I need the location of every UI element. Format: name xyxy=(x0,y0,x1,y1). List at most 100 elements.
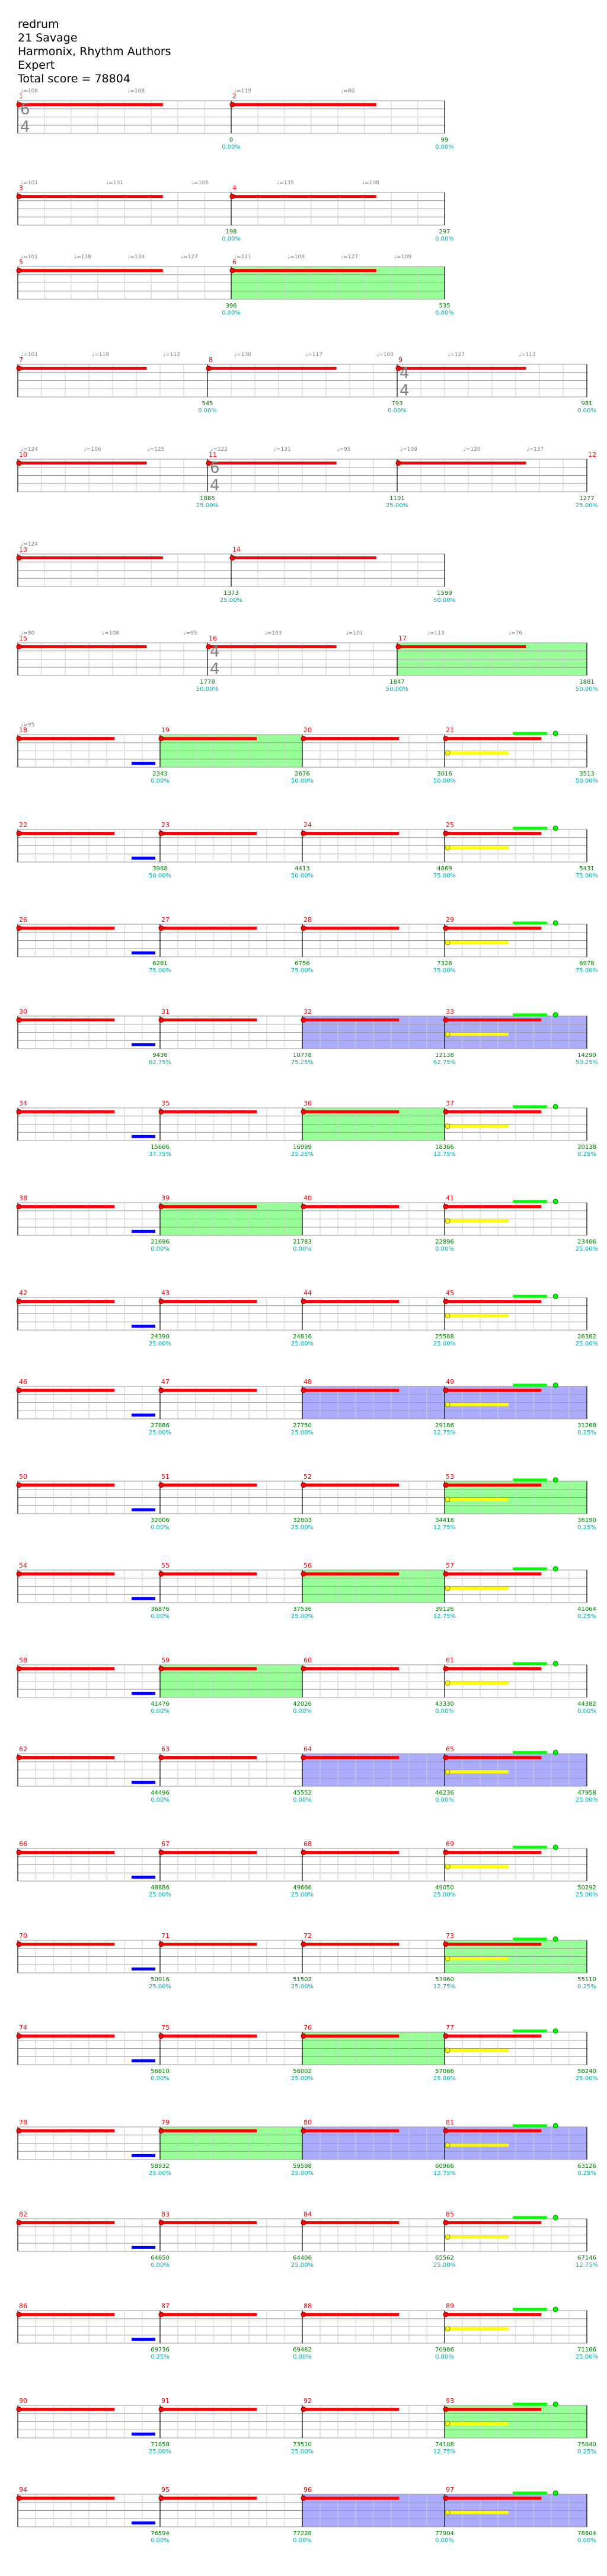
measure-number: 71 xyxy=(161,1932,170,1940)
measure-score: 18366 xyxy=(435,1144,454,1151)
red-note xyxy=(229,555,235,561)
song-charter: Harmonix, Rhythm Authors xyxy=(18,45,171,58)
measure-score: 42026 xyxy=(293,1701,312,1707)
measure-score: 37536 xyxy=(293,1606,312,1613)
row-group: 62 63444960.00%64455520.00%65462360.00%47… xyxy=(16,1745,598,1803)
row-group: ♩=101 ♩=138 ♩=134 ♩=127 ♩=121 ♩=108 ♩=127 ♩=109… xyxy=(16,254,454,316)
measure-score: 55110 xyxy=(577,1976,596,1983)
red-note xyxy=(443,1941,449,1947)
overdrive-percent: 0.00% xyxy=(198,408,217,414)
green-note xyxy=(552,1750,558,1755)
tempo-marker: ♩=119 xyxy=(234,88,251,94)
overdrive-percent: 0.25% xyxy=(577,1613,596,1620)
green-note xyxy=(552,2028,558,2034)
overdrive-percent: 25.25% xyxy=(291,1151,314,1158)
measure-number: 7 xyxy=(19,356,23,364)
red-note xyxy=(443,1109,449,1115)
measure-number: 23 xyxy=(161,821,170,829)
yellow-note xyxy=(445,845,451,851)
path-row-15: 46 47 27886 25.00% 48 27750 25.00% 49 29186 12.75… xyxy=(0,1363,607,1436)
red-note xyxy=(16,460,22,466)
measure-number: 83 xyxy=(161,2210,170,2218)
overdrive-percent: 75.00% xyxy=(291,967,314,974)
song-header: redrum 21 Savage Harmonix, Rhythm Author… xyxy=(18,18,171,86)
yellow-note xyxy=(445,1769,451,1775)
measure-score: 32006 xyxy=(151,1517,170,1524)
red-note xyxy=(443,1482,449,1488)
tempo-marker: ♩=95 xyxy=(183,630,197,636)
red-note xyxy=(443,831,449,837)
measure-number: 77 xyxy=(446,2024,454,2032)
row-group: 26 27628175.00%28675675.00%29732675.00%69… xyxy=(16,916,598,974)
overdrive-percent: 0.25% xyxy=(577,2449,596,2455)
measure-number: 42 xyxy=(19,1289,27,1297)
overdrive-percent: 75.25% xyxy=(291,1059,314,1066)
red-note xyxy=(443,1850,449,1856)
tempo-marker: ♩=108 xyxy=(21,88,38,94)
green-note xyxy=(552,1199,558,1204)
red-note xyxy=(158,831,164,837)
red-note xyxy=(229,102,235,108)
red-note xyxy=(443,2312,449,2318)
row-svg: 42 432439025.00%442481625.00%452558825.00… xyxy=(16,1289,598,1347)
path-row-22: 74 75 56810 0.00% 76 56002 25.00% 77 57066 25.00%… xyxy=(0,2008,607,2082)
green-note xyxy=(552,1661,558,1667)
measure-number: 66 xyxy=(19,1840,27,1848)
overdrive-percent: 25.00% xyxy=(149,1430,171,1436)
overdrive-percent: 0.00% xyxy=(435,236,454,242)
measure-number: 82 xyxy=(19,2210,27,2218)
measure-number: 32 xyxy=(304,1008,312,1015)
path-row-4: ♩=101 ♩=119 ♩=112 ♩=130 ♩=117 ♩=100 ♩=127 ♩=112… xyxy=(0,341,607,414)
measure-score: 27750 xyxy=(293,1422,312,1429)
measure-number: 84 xyxy=(304,2210,312,2218)
overdrive-percent: 25.00% xyxy=(291,1524,314,1531)
measure-score: 77904 xyxy=(435,2530,454,2537)
path-row-10: 26 27 6281 75.00% 28 6756 75.00% 29 7326 75.00% 69… xyxy=(0,901,607,974)
red-note xyxy=(158,1666,164,1672)
red-note xyxy=(301,2495,306,2501)
tempo-marker: ♩=138 xyxy=(74,254,91,260)
tempo-marker: ♩=127 xyxy=(181,254,198,260)
red-note xyxy=(301,1850,306,1856)
measure-score: 297 xyxy=(439,229,450,235)
tempo-marker: ♩=124 xyxy=(21,542,38,547)
red-note xyxy=(16,1571,22,1577)
row-svg: 70 715001625.00%725150225.00%735396012.75… xyxy=(16,1932,596,1990)
tempo-marker: ♩=101 xyxy=(21,352,38,358)
tempo-marker: ♩=112 xyxy=(163,352,180,358)
measure-score: 15666 xyxy=(151,1144,170,1151)
red-note xyxy=(301,2128,306,2134)
yellow-note xyxy=(445,1218,451,1224)
red-note xyxy=(16,831,22,837)
measure-score: 20138 xyxy=(577,1144,596,1151)
path-row-27: 94 95 76594 0.00% 96 77228 0.00% 97 77904 0.00% 78… xyxy=(0,2471,607,2544)
overdrive-percent: 0.00% xyxy=(151,1797,170,1803)
red-note xyxy=(301,2033,306,2039)
green-note xyxy=(552,1012,558,1018)
red-note xyxy=(206,460,212,466)
measure-number: 48 xyxy=(304,1378,312,1386)
overdrive-percent: 0.00% xyxy=(293,1246,312,1252)
measure-number: 67 xyxy=(161,1840,170,1848)
path-row-26: 90 91 71858 25.00% 92 73510 25.00% 93 74108 12.75… xyxy=(0,2382,607,2455)
overdrive-percent: 25.00% xyxy=(433,2262,456,2269)
tempo-marker: ♩=137 xyxy=(526,447,544,453)
measure-number: 26 xyxy=(19,916,27,924)
yellow-note xyxy=(445,1402,451,1408)
green-note xyxy=(552,1382,558,1388)
measure-number: 57 xyxy=(446,1562,454,1569)
red-note xyxy=(301,925,306,931)
measure-number: 31 xyxy=(161,1008,170,1015)
red-note xyxy=(301,1204,306,1210)
overdrive-percent: 0.00% xyxy=(577,2537,596,2544)
overdrive-percent: 0.00% xyxy=(151,1708,170,1715)
overdrive-percent: 0.00% xyxy=(293,1797,312,1803)
yellow-note xyxy=(445,2048,451,2053)
measure-number: 8 xyxy=(209,356,213,364)
measure-score: 64406 xyxy=(293,2255,312,2261)
tempo-marker: ♩=100 xyxy=(376,352,394,358)
measure-number: 78 xyxy=(19,2119,27,2126)
